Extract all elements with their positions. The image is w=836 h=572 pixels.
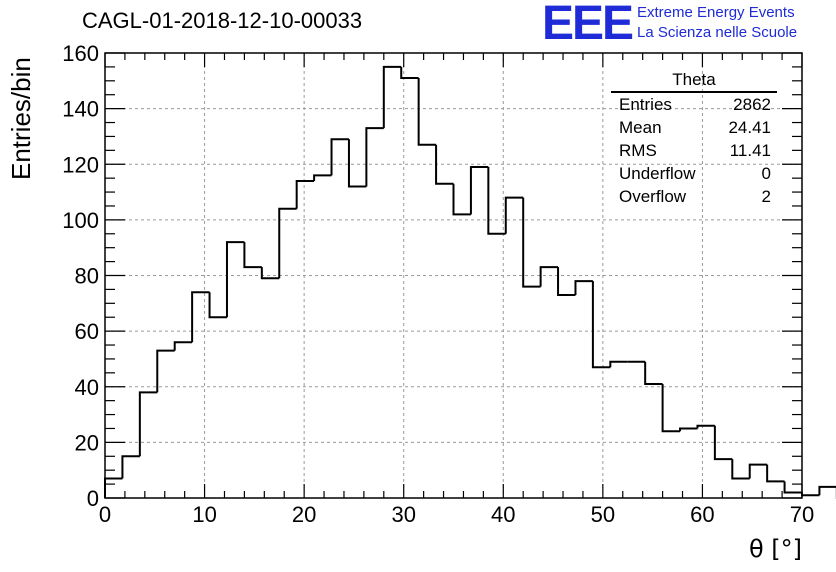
- logo-line-2: La Scienza nelle Scuole: [637, 24, 798, 41]
- histogram-bin: [313, 174, 332, 181]
- histogram-bin: [382, 65, 402, 129]
- stats-label: Underflow: [619, 164, 696, 183]
- histogram-bin: [539, 266, 559, 287]
- x-axis-label: θ [°]: [748, 535, 802, 563]
- x-tick-label: 10: [192, 502, 216, 527]
- y-tick-label: 0: [87, 486, 99, 511]
- stats-label: Mean: [619, 118, 662, 137]
- histogram-bin: [330, 138, 349, 176]
- stats-title: Theta: [611, 70, 777, 93]
- logo-line-1: Extreme Energy Events: [637, 4, 795, 21]
- stats-value: 11.41: [729, 141, 771, 160]
- histogram-bin: [801, 492, 820, 497]
- histogram-bin: [522, 197, 541, 288]
- y-tick-label: 20: [75, 430, 99, 455]
- y-tick-label: 80: [75, 264, 99, 289]
- histogram-bin: [173, 341, 193, 351]
- histogram-bin: [138, 391, 158, 457]
- histogram-bin: [435, 144, 454, 185]
- histogram-bin: [487, 167, 506, 235]
- histogram-bin: [365, 127, 384, 187]
- stats-box: Theta Entries 2862 Mean 24.41 RMS 11.41 …: [611, 70, 777, 208]
- stats-row-underflow: Underflow 0: [611, 162, 777, 185]
- stats-value: 2: [761, 187, 771, 206]
- x-tick-label: 0: [99, 502, 111, 527]
- stats-label: Overflow: [619, 187, 687, 206]
- y-tick-label: 120: [62, 152, 99, 177]
- stats-value: 0: [761, 164, 771, 183]
- histogram-bin: [225, 241, 245, 318]
- stats-row-rms: RMS 11.41: [611, 139, 777, 162]
- stats-row-entries: Entries 2862: [611, 93, 777, 116]
- histogram-bin: [278, 207, 297, 279]
- histogram-bin: [347, 139, 367, 188]
- stats-value: 2862: [733, 95, 771, 114]
- stats-label: RMS: [619, 141, 657, 160]
- histogram-bin: [156, 349, 175, 393]
- histogram-bin: [121, 455, 140, 479]
- chart-title: CAGL-01-2018-12-10-00033: [82, 8, 363, 33]
- histogram-bin: [661, 383, 681, 433]
- histogram-bin: [696, 424, 715, 429]
- y-tick-label: 140: [62, 97, 99, 122]
- histogram-bin: [609, 360, 628, 368]
- histogram-bin: [104, 477, 123, 498]
- histogram-bin: [400, 66, 419, 80]
- x-tick-label: 60: [690, 502, 714, 527]
- eee-logo-mark: EEE: [542, 0, 634, 50]
- histogram-bin: [574, 280, 593, 295]
- histogram-bin: [504, 196, 524, 234]
- histogram-bin: [748, 463, 768, 479]
- histogram-bin: [644, 361, 663, 385]
- histogram-bin: [452, 183, 471, 216]
- histogram-bin: [469, 166, 489, 215]
- histogram-bin: [679, 427, 698, 432]
- histogram-bin: [243, 242, 262, 269]
- histogram-bars: [104, 65, 836, 499]
- stats-row-overflow: Overflow 2: [611, 185, 777, 208]
- eee-logo-text: Extreme Energy Events La Scienza nelle S…: [637, 3, 797, 43]
- y-axis-label: Entries/bin: [6, 57, 36, 180]
- histogram-bin: [713, 425, 733, 461]
- histogram-bin: [557, 267, 576, 296]
- histogram-bin: [260, 267, 280, 280]
- histogram-bin: [783, 481, 802, 494]
- y-tick-label: 40: [75, 375, 99, 400]
- x-tick-label: 50: [591, 502, 615, 527]
- stats-label: Entries: [619, 95, 672, 114]
- y-tick-label: 60: [75, 319, 99, 344]
- histogram-bin: [208, 292, 227, 319]
- x-tick-label: 30: [391, 502, 415, 527]
- axis-ticks: [104, 52, 803, 499]
- histogram-bin: [191, 291, 210, 343]
- histogram-bin: [731, 459, 750, 480]
- x-tick-label: 70: [790, 502, 814, 527]
- x-tick-label: 20: [292, 502, 316, 527]
- histogram-bin: [766, 464, 785, 483]
- histogram-bin: [295, 179, 315, 209]
- stats-value: 24.41: [728, 118, 771, 137]
- y-tick-label: 100: [62, 208, 99, 233]
- stats-row-mean: Mean 24.41: [611, 116, 777, 139]
- grid-lines: [105, 53, 802, 498]
- histogram-bin: [591, 281, 611, 369]
- x-tick-label: 40: [491, 502, 515, 527]
- histogram-bin: [818, 485, 836, 496]
- y-tick-label: 160: [62, 41, 99, 66]
- histogram-bin: [417, 78, 437, 146]
